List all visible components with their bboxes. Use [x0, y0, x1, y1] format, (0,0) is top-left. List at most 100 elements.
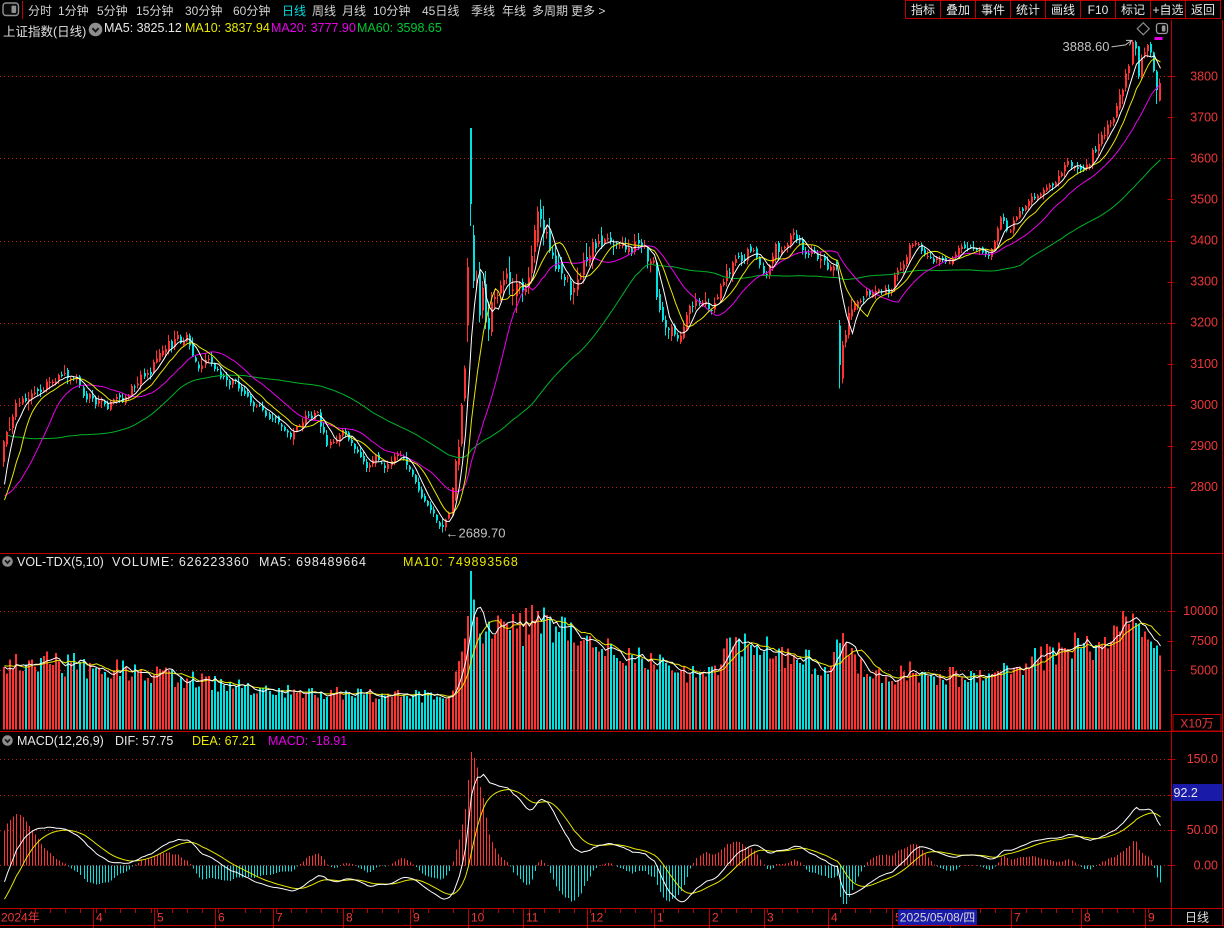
volume-axis-label: 5000	[1190, 663, 1218, 677]
time-axis-month-label: 1	[657, 911, 664, 925]
time-axis-month-label: 7	[1014, 911, 1021, 925]
chart-frame	[0, 19, 1224, 926]
volume-bars-layer	[3, 571, 1161, 730]
time-axis-month-label: 11	[526, 911, 539, 925]
overlay-button[interactable]: 叠加	[941, 1, 976, 18]
back-button[interactable]: 返回	[1190, 3, 1215, 17]
period-tab-more[interactable]: 更多 >	[571, 4, 606, 18]
macd-histogram	[4, 752, 1161, 904]
volume-unit-box	[1172, 714, 1222, 732]
cursor-value-box	[1172, 784, 1223, 802]
window-layout-icon[interactable]	[2, 2, 20, 17]
price-axis-label: 3800	[1190, 69, 1218, 83]
period-tab-monthly[interactable]: 月线	[342, 4, 367, 18]
volume-ma5-label: MA5: 698489664	[259, 555, 367, 569]
period-tab-yearly[interactable]: 年线	[502, 4, 527, 18]
volume-ma10-label: MA10: 749893568	[403, 555, 519, 569]
macd-dea-label: DEA: 67.21	[192, 734, 256, 748]
panel-toggle-icon[interactable]	[1155, 22, 1169, 35]
cursor-indicators: 2025/05/08/四 92.2	[898, 784, 1223, 925]
add-watchlist-button[interactable]: +自选	[1151, 1, 1186, 18]
macd-indicator-label: MACD(12,26,9)	[17, 734, 104, 748]
macd-axis-label: 50.00	[1187, 823, 1218, 837]
chart-corner-icons	[1136, 21, 1169, 40]
price-axis-label: 3400	[1190, 234, 1218, 248]
collapse-main-icon[interactable]	[88, 22, 103, 37]
time-axis-month-label: 9	[413, 911, 420, 925]
instrument-title: 上证指数(日线)	[3, 25, 87, 39]
period-tab-5min[interactable]: 5分钟	[97, 4, 128, 18]
volume-unit-label: X10万	[1180, 717, 1213, 731]
macd-axis-label: 0.00	[1194, 858, 1218, 872]
time-axis-month-label: 3	[767, 911, 774, 925]
volume-value-label: VOLUME: 626223360	[112, 555, 250, 569]
ma20-value-label: MA20: 3777.90	[271, 21, 356, 35]
price-axis-label: 3600	[1190, 151, 1218, 165]
volume-panel-header: VOL-TDX(5,10) VOLUME: 626223360 MA5: 698…	[0, 555, 700, 571]
period-tab-daily[interactable]: 日线	[282, 4, 307, 18]
period-tab-1min[interactable]: 1分钟	[58, 4, 89, 18]
time-axis-month-label: 5	[157, 911, 164, 925]
time-axis-month-label: 2	[712, 911, 719, 925]
price-axis-label: 3300	[1190, 275, 1218, 289]
collapse-volume-icon[interactable]	[2, 556, 14, 568]
price-axis-label: 3200	[1190, 316, 1218, 330]
macd-axis-label: 150.0	[1187, 752, 1218, 766]
collapse-macd-icon[interactable]	[2, 735, 14, 747]
period-tab-fenshi[interactable]: 分时	[28, 4, 53, 18]
price-axis-label: 3000	[1190, 398, 1218, 412]
f10-button[interactable]: F10	[1081, 1, 1116, 18]
volume-ma-lines	[4, 606, 1161, 699]
period-tab-45day[interactable]: 45日线	[422, 4, 460, 18]
macd-panel-header: MACD(12,26,9) DIF: 57.75 DEA: 67.21 MACD…	[0, 734, 700, 750]
period-tab-60min[interactable]: 60分钟	[233, 4, 271, 18]
magenta-marker	[1154, 37, 1163, 40]
macd-lines	[4, 773, 1161, 903]
volume-axis-label: 10000	[1183, 604, 1218, 618]
period-tab-30min[interactable]: 30分钟	[185, 4, 223, 18]
time-axis-month-label: 8	[1084, 911, 1091, 925]
main-chart-header: 上证指数(日线) MA5: 3825.12 MA10: 3837.94 MA20…	[0, 21, 700, 39]
toolbar-buttons: 指标 叠加 事件 统计 画线 F10 标记 +自选 返回	[905, 0, 1221, 19]
ma5-value-label: MA5: 3825.12	[104, 21, 182, 35]
period-tab-quarter[interactable]: 季线	[471, 4, 496, 18]
high-price-annotation: 3888.60	[1063, 39, 1110, 54]
time-axis-month-label: 4	[831, 911, 838, 925]
period-tab-15min[interactable]: 15分钟	[136, 4, 174, 18]
price-axis-label: 3500	[1190, 192, 1218, 206]
low-price-annotation: ←2689.70	[446, 525, 506, 540]
time-axis-month-label: 4	[96, 911, 103, 925]
price-ma-lines	[4, 55, 1161, 522]
gridlines	[0, 76, 1172, 866]
indicator-button[interactable]: 指标	[906, 1, 941, 18]
event-button[interactable]: 事件	[976, 1, 1011, 18]
period-tab-multi[interactable]: 多周期	[532, 4, 569, 18]
price-axis-label: 3700	[1190, 110, 1218, 124]
axis-labels: 3800 3700 3600 3500 3400 3300 3200 3100 3000 2900…	[1183, 69, 1218, 872]
time-axis-month-label: 9	[1148, 911, 1155, 925]
stats-button[interactable]: 统计	[1011, 1, 1046, 18]
period-menubar: 分时 1分钟 5分钟 15分钟 30分钟 60分钟 日线 周线 月线 10分钟 …	[0, 0, 1224, 20]
time-axis-month-label: 6	[218, 911, 225, 925]
macd-value-label: MACD: -18.91	[268, 734, 348, 748]
price-axis-label: 2800	[1190, 480, 1218, 494]
mark-button[interactable]: 标记	[1116, 1, 1151, 18]
time-axis-year-label: 2024年	[1, 911, 40, 925]
drawline-button[interactable]: 画线	[1046, 1, 1081, 18]
candlestick-layer	[3, 39, 1161, 533]
time-axis-month-label: 8	[346, 911, 353, 925]
cursor-date-label: 2025/05/08/四	[900, 911, 975, 925]
period-tab-10min[interactable]: 10分钟	[373, 4, 411, 18]
diamond-marker-icon[interactable]	[1136, 21, 1151, 36]
annotations: 3888.60 ←2689.70	[446, 39, 1133, 540]
menubar-separator	[22, 1, 23, 19]
volume-indicator-label: VOL-TDX(5,10)	[17, 555, 104, 569]
cursor-date-box	[898, 909, 977, 925]
ma60-value-label: MA60: 3598.65	[357, 21, 442, 35]
price-axis-label: 2900	[1190, 439, 1218, 453]
period-tab-weekly[interactable]: 周线	[312, 4, 337, 18]
ma10-value-label: MA10: 3837.94	[185, 21, 270, 35]
